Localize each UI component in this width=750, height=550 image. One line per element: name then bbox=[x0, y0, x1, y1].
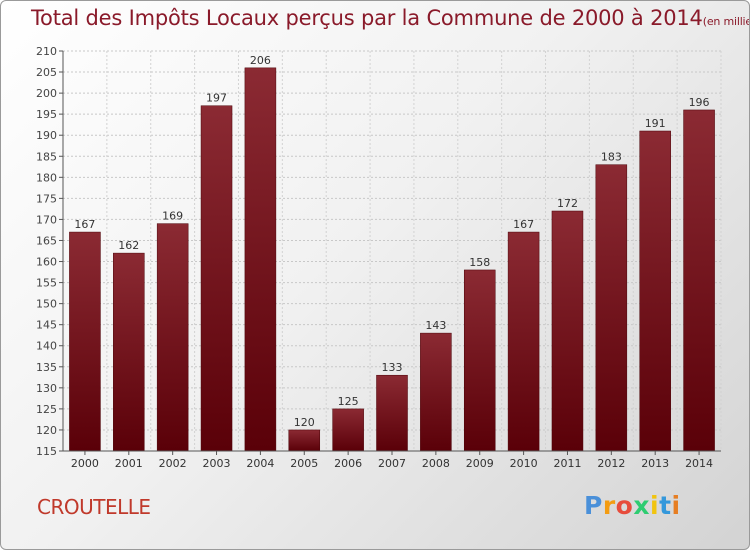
bar-2014 bbox=[683, 109, 715, 452]
logo-letter: i bbox=[650, 491, 660, 520]
bar-2010 bbox=[507, 231, 540, 452]
y-tick-label: 165 bbox=[36, 234, 57, 247]
x-tick-label: 2014 bbox=[685, 457, 713, 470]
y-tick-label: 140 bbox=[36, 340, 57, 353]
x-tick-label: 2000 bbox=[71, 457, 99, 470]
x-tick-label: 2006 bbox=[334, 457, 362, 470]
bar-value-label: 125 bbox=[338, 395, 359, 408]
y-tick-label: 135 bbox=[36, 361, 57, 374]
x-tick-label: 2009 bbox=[466, 457, 494, 470]
x-tick-label: 2011 bbox=[553, 457, 581, 470]
y-tick-label: 130 bbox=[36, 382, 57, 395]
y-tick-label: 155 bbox=[36, 277, 57, 290]
bar-2003 bbox=[200, 105, 233, 452]
bar-2013 bbox=[639, 130, 671, 452]
proxiti-logo: Proxiti bbox=[584, 491, 681, 520]
bar-value-label: 169 bbox=[162, 210, 183, 223]
bar-2009 bbox=[463, 269, 496, 452]
y-tick-label: 125 bbox=[36, 403, 57, 416]
y-tick-label: 170 bbox=[36, 213, 57, 226]
x-tick-label: 2001 bbox=[115, 457, 143, 470]
bar-2011 bbox=[551, 210, 584, 452]
chart-title: Total des Impôts Locaux perçus par la Co… bbox=[31, 6, 749, 30]
chart-unit-note: (en milliers d'€) bbox=[702, 15, 749, 28]
bar-value-label: 197 bbox=[206, 92, 227, 105]
bar-value-label: 143 bbox=[425, 319, 446, 332]
x-tick-label: 2003 bbox=[203, 457, 231, 470]
y-tick-label: 205 bbox=[36, 66, 57, 79]
bar-2012 bbox=[595, 164, 628, 452]
logo-letter: x bbox=[633, 491, 650, 520]
x-tick-label: 2013 bbox=[641, 457, 669, 470]
bar-2002 bbox=[156, 223, 189, 452]
bar-value-label: 162 bbox=[118, 239, 139, 252]
y-tick-label: 210 bbox=[36, 45, 57, 58]
x-tick-label: 2010 bbox=[510, 457, 538, 470]
commune-name: CROUTELLE bbox=[37, 495, 151, 519]
bar-value-label: 183 bbox=[601, 151, 622, 164]
logo-letter: t bbox=[659, 491, 672, 520]
y-tick-label: 160 bbox=[36, 256, 57, 269]
chart-title-text: Total des Impôts Locaux perçus par la Co… bbox=[31, 6, 703, 30]
bar-2004 bbox=[244, 67, 277, 452]
logo-letter: P bbox=[584, 491, 603, 520]
x-axis: 2000 2001 2002 2003 2004 2005 2006 2007 2008 2009… bbox=[63, 450, 721, 470]
y-tick-label: 150 bbox=[36, 298, 57, 311]
bar-2007 bbox=[376, 374, 408, 452]
x-tick-label: 2008 bbox=[422, 457, 450, 470]
y-tick-label: 120 bbox=[36, 424, 57, 437]
bar-2001 bbox=[113, 252, 145, 452]
y-tick-label: 185 bbox=[36, 150, 57, 163]
bar-value-label: 196 bbox=[689, 96, 710, 109]
y-tick-label: 145 bbox=[36, 319, 57, 332]
bar-value-label: 172 bbox=[557, 197, 578, 210]
bar-value-label: 133 bbox=[382, 361, 403, 374]
logo-letter: o bbox=[615, 491, 634, 520]
x-tick-label: 2012 bbox=[597, 457, 625, 470]
bar-value-label: 167 bbox=[513, 218, 534, 231]
y-tick-label: 175 bbox=[36, 192, 57, 205]
bar-2005 bbox=[288, 429, 321, 452]
bar-value-label: 167 bbox=[74, 218, 95, 231]
bar-2000 bbox=[69, 231, 101, 452]
bar-2006 bbox=[332, 408, 364, 452]
bar-value-label: 206 bbox=[250, 54, 271, 67]
y-tick-label: 195 bbox=[36, 108, 57, 121]
x-tick-label: 2007 bbox=[378, 457, 406, 470]
x-tick-label: 2004 bbox=[246, 457, 274, 470]
y-tick-label: 190 bbox=[36, 129, 57, 142]
y-tick-label: 200 bbox=[36, 87, 57, 100]
y-tick-label: 115 bbox=[36, 445, 57, 458]
x-tick-label: 2005 bbox=[290, 457, 318, 470]
y-axis: 115 120 125 130 135 140 145 150 155 160 165 170 175 1… bbox=[36, 45, 64, 458]
bars: 167 162 169 197 206 120 125 133 143 158 167 172 183 1… bbox=[69, 54, 715, 452]
logo-letter: i bbox=[671, 491, 681, 520]
bar-value-label: 120 bbox=[294, 416, 315, 429]
y-tick-label: 180 bbox=[36, 171, 57, 184]
x-tick-label: 2002 bbox=[159, 457, 187, 470]
bar-value-label: 191 bbox=[645, 117, 666, 130]
bar-value-label: 158 bbox=[469, 256, 490, 269]
logo-letter: r bbox=[602, 491, 616, 520]
bar-2008 bbox=[420, 332, 452, 452]
